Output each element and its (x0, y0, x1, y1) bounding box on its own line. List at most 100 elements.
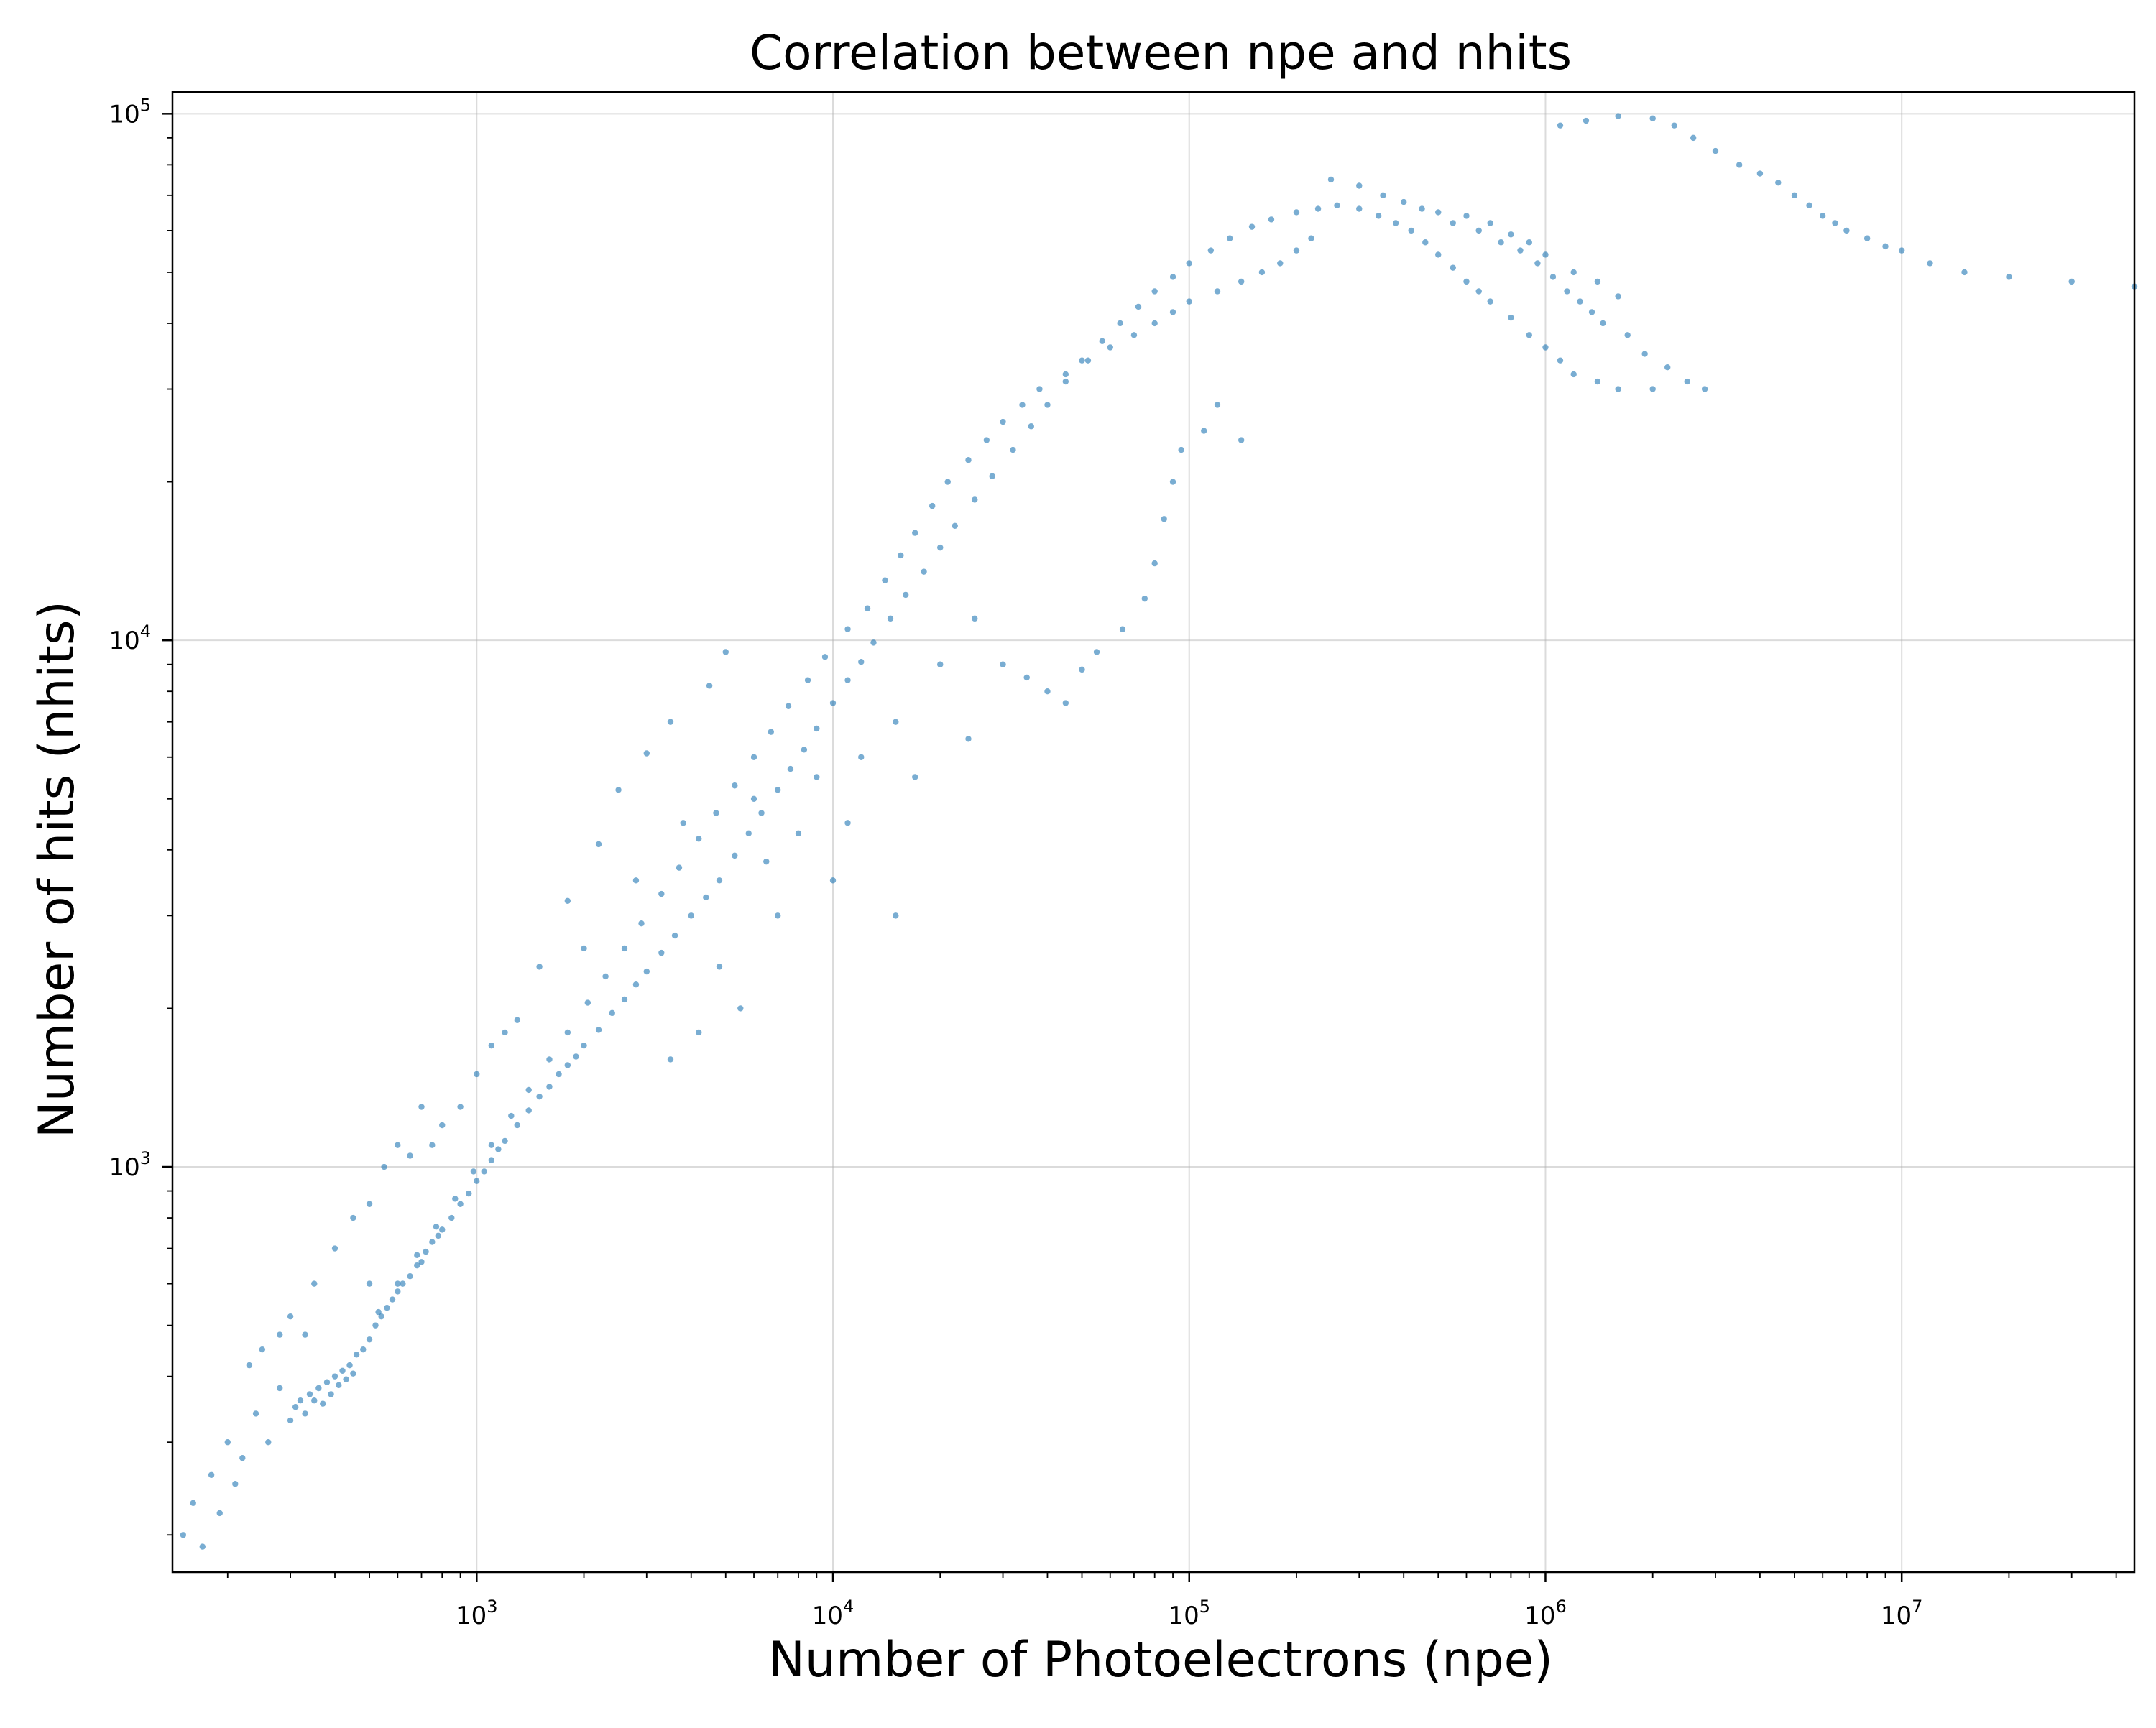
scatter-point (315, 1385, 322, 1392)
scatter-point (1684, 378, 1690, 385)
scatter-point (514, 1017, 520, 1023)
scatter-point (331, 1245, 338, 1252)
scatter-point (595, 841, 602, 848)
scatter-point (1293, 247, 1300, 254)
scatter-point (1130, 332, 1138, 338)
scatter-point (750, 795, 757, 802)
scatter-point (1169, 274, 1176, 280)
scatter-point (680, 820, 686, 826)
scatter-point (395, 1280, 401, 1287)
scatter-point (1151, 320, 1158, 327)
scatter-point (1010, 446, 1016, 453)
scatter-point (737, 1005, 744, 1012)
scatter-point (239, 1454, 246, 1461)
scatter-point (581, 1042, 587, 1049)
scatter-point (190, 1500, 196, 1506)
scatter-point (1463, 213, 1470, 219)
scatter-point (323, 1379, 331, 1385)
scatter-point (1487, 220, 1493, 226)
x-tick-label: 106 (1524, 1597, 1567, 1630)
scatter-point (1475, 227, 1482, 234)
scatter-point (1806, 202, 1812, 208)
scatter-point (1820, 213, 1826, 219)
scatter-point (893, 719, 899, 725)
scatter-point (536, 1093, 543, 1100)
scatter-point (350, 1214, 356, 1221)
scatter-point (768, 729, 774, 735)
scatter-point (384, 1304, 390, 1311)
scatter-point (658, 890, 665, 897)
scatter-point (882, 577, 888, 583)
scatter-point (224, 1439, 231, 1446)
scatter-point (1435, 209, 1442, 216)
scatter-point (1526, 239, 1532, 246)
scatter-point (1690, 134, 1697, 142)
scatter-point (732, 852, 738, 859)
scatter-point (1615, 113, 1621, 119)
scatter-point (688, 912, 694, 919)
scatter-point (320, 1400, 326, 1407)
scatter-point (400, 1280, 406, 1287)
scatter-point (829, 700, 837, 706)
scatter-point (1079, 666, 1085, 673)
scatter-point (716, 877, 723, 884)
scatter-point (1961, 269, 1968, 276)
scatter-point (457, 1104, 464, 1110)
scatter-point (1062, 371, 1069, 378)
scatter-point (584, 999, 591, 1006)
y-axis-ticks: 103 104 105 (109, 95, 172, 1536)
scatter-point (1508, 314, 1514, 321)
scatter-point (658, 949, 665, 956)
scatter-point (1583, 117, 1590, 124)
scatter-point (1356, 182, 1363, 189)
scatter-point (525, 1107, 532, 1114)
scatter-point (1334, 202, 1340, 208)
scatter-point (1214, 288, 1221, 295)
scatter-point (858, 754, 865, 760)
scatter-point (208, 1471, 215, 1478)
scatter-point (1238, 437, 1245, 443)
scatter-point (703, 894, 709, 901)
scatter-point (495, 1146, 502, 1152)
scatter-point (1564, 288, 1570, 295)
grid-lines (172, 92, 2134, 1572)
scatter-point (457, 1201, 464, 1207)
scatter-point (407, 1152, 413, 1159)
scatter-point (1238, 278, 1245, 285)
scatter-point (952, 522, 958, 530)
scatter-point (1207, 247, 1215, 254)
scatter-point (2006, 274, 2012, 280)
chart-title: Correlation between npe and nhits (750, 25, 1572, 80)
scatter-point (452, 1196, 459, 1202)
scatter-point (287, 1417, 294, 1424)
scatter-point (1151, 288, 1158, 295)
scatter-point (632, 877, 640, 884)
scatter-point (804, 677, 811, 683)
scatter-point (448, 1214, 455, 1221)
scatter-point (1000, 418, 1006, 425)
scatter-point (353, 1352, 360, 1358)
scatter-point (944, 479, 951, 485)
scatter-point (525, 1086, 532, 1094)
scatter-point (965, 457, 972, 463)
plot-frame (171, 91, 2136, 1574)
scatter-point (732, 782, 738, 789)
scatter-point (1169, 309, 1176, 315)
scatter-point (972, 615, 978, 622)
scatter-point (821, 654, 829, 660)
scatter-point (1268, 216, 1275, 223)
scatter-point (921, 568, 927, 575)
scatter-point (929, 502, 936, 509)
scatter-point (989, 473, 995, 479)
scatter-point (1169, 479, 1176, 485)
scatter-point (775, 787, 781, 793)
scatter-point (395, 1288, 401, 1295)
scatter-point (297, 1397, 304, 1404)
scatter-point (1463, 278, 1470, 285)
scatter-point (375, 1308, 382, 1316)
scatter-point (1517, 247, 1524, 254)
scatter-point (474, 1178, 480, 1184)
scatter-point (1843, 227, 1850, 234)
scatter-point (311, 1280, 318, 1287)
